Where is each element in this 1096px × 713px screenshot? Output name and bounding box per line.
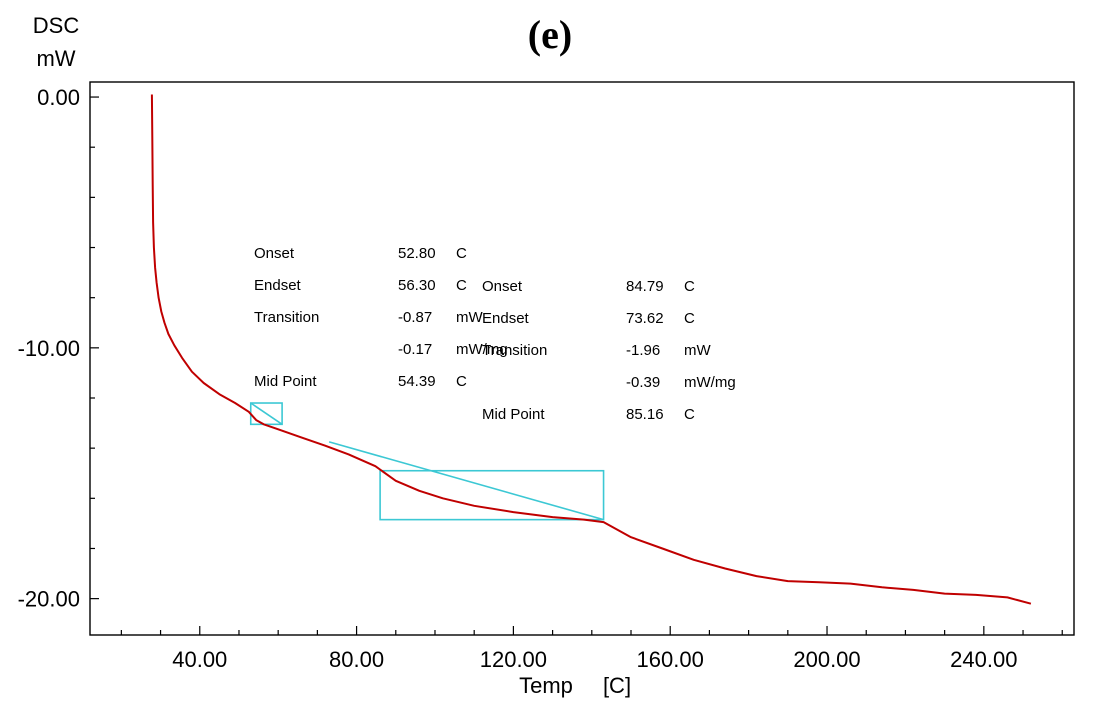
- x-tick-label: 200.00: [793, 647, 860, 672]
- transition-markers: [249, 402, 605, 521]
- annotation-unit: C: [684, 310, 695, 327]
- annotation-table: Onset 52.80 C Endset 56.30 C Transition -0.87 mW…: [254, 245, 736, 423]
- annotation-unit: mW/mg: [684, 374, 736, 391]
- annotation-value: 52.80: [398, 245, 436, 262]
- annotation-value: 84.79: [626, 278, 664, 295]
- annotation-label: Endset: [482, 310, 530, 327]
- annotation-label: Onset: [482, 278, 523, 295]
- annotation-value: 56.30: [398, 277, 436, 294]
- y-axis-label: DSC: [33, 13, 80, 38]
- annotation-value: 73.62: [626, 310, 664, 327]
- annotation-label: Transition: [482, 342, 547, 359]
- annotation-value: -0.87: [398, 309, 432, 326]
- annotation-unit: C: [684, 406, 695, 423]
- annotation-unit: mW: [684, 342, 711, 359]
- annotation-value: -1.96: [626, 342, 660, 359]
- annotation-value: -0.17: [398, 341, 432, 358]
- y-axis: 0.00 -10.00 -20.00: [18, 85, 99, 612]
- x-tick-label: 80.00: [329, 647, 384, 672]
- y-tick-label: 0.00: [37, 85, 80, 110]
- annotation-label: Mid Point: [254, 373, 317, 390]
- annotation-label: Mid Point: [482, 406, 545, 423]
- y-tick-label: -20.00: [18, 587, 80, 612]
- annotation-unit: C: [456, 277, 467, 294]
- x-tick-label: 40.00: [172, 647, 227, 672]
- dsc-curve: [150, 94, 1032, 605]
- series-layer: [150, 94, 1032, 605]
- annotation-value: 54.39: [398, 373, 436, 390]
- annotation-value: 85.16: [626, 406, 664, 423]
- y-axis-unit: mW: [36, 46, 75, 71]
- annotation-label: Endset: [254, 277, 302, 294]
- annotation-label: Transition: [254, 309, 319, 326]
- annotation-label: Onset: [254, 245, 295, 262]
- annotation-unit: mW: [456, 309, 483, 326]
- x-axis: 40.00 80.00 120.00 160.00 200.00 240.00: [120, 626, 1063, 672]
- annotation-unit: C: [684, 278, 695, 295]
- x-tick-label: 120.00: [480, 647, 547, 672]
- transition-baseline: [328, 441, 604, 521]
- transition-baseline: [250, 402, 283, 425]
- x-axis-unit: [C]: [603, 673, 631, 698]
- annotation-unit: C: [456, 245, 467, 262]
- plot-frame: [89, 81, 1075, 636]
- x-tick-label: 240.00: [950, 647, 1017, 672]
- chart-title: (e): [528, 12, 572, 57]
- transition-marker-box: [379, 469, 605, 521]
- x-tick-label: 160.00: [637, 647, 704, 672]
- x-axis-label: Temp: [519, 673, 573, 698]
- annotation-unit: C: [456, 373, 467, 390]
- annotation-unit: mW/mg: [456, 341, 508, 358]
- annotation-value: -0.39: [626, 374, 660, 391]
- y-tick-label: -10.00: [18, 336, 80, 361]
